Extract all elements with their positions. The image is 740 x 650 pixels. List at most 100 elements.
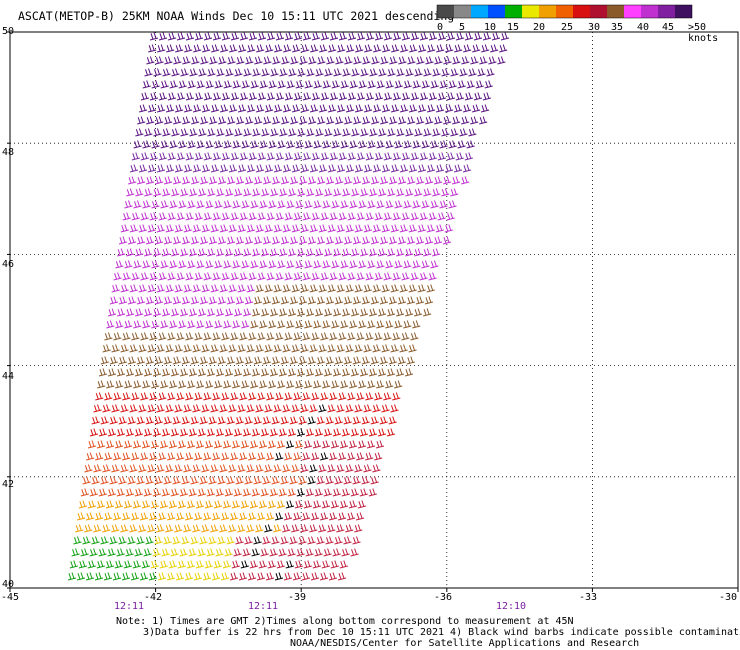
wind-barb [109, 416, 118, 425]
wind-barb [415, 236, 425, 245]
wind-barb [399, 224, 408, 233]
wind-barb [381, 104, 391, 113]
wind-barb [297, 188, 306, 197]
wind-barb [192, 344, 201, 353]
wind-barb [131, 332, 140, 341]
wind-barb [221, 392, 230, 401]
wind-barb [293, 452, 302, 461]
wind-barb [271, 416, 280, 425]
wind-barb [362, 56, 371, 65]
wind-barb [158, 92, 168, 101]
wind-barb [363, 104, 373, 113]
wind-barb [262, 176, 272, 185]
wind-barb [241, 260, 250, 269]
wind-barb [192, 104, 202, 113]
wind-barb [170, 548, 179, 557]
wind-barb [455, 92, 465, 101]
wind-barb [199, 416, 208, 425]
wind-barb [158, 332, 167, 341]
wind-barb [352, 236, 362, 245]
wind-barb [102, 524, 111, 533]
wind-barb [379, 296, 389, 305]
wind-barb [154, 476, 163, 485]
wind-barb [252, 68, 261, 77]
wind-barb [190, 356, 199, 365]
wind-barb [332, 428, 342, 437]
wind-barb [275, 152, 284, 161]
wind-barb [259, 380, 268, 389]
wind-barb [243, 128, 252, 137]
wind-barb [291, 524, 300, 533]
wind-barb [367, 80, 376, 89]
wind-barb [273, 104, 283, 113]
wind-barb [178, 260, 187, 269]
wind-barb [98, 368, 108, 377]
wind-barb [345, 284, 354, 293]
wind-barb [340, 140, 349, 149]
wind-barb [378, 188, 387, 197]
wind-barb [368, 428, 378, 437]
wind-barb [365, 452, 374, 461]
wind-barb [295, 380, 304, 389]
wind-barb [182, 56, 191, 65]
wind-barb [301, 512, 311, 521]
wind-barb [417, 224, 426, 233]
wind-barb [376, 140, 385, 149]
wind-barb [250, 80, 259, 89]
wind-barb [464, 152, 473, 161]
wind-barb [416, 116, 425, 125]
wind-barb [397, 176, 407, 185]
wind-barb [305, 548, 314, 557]
wind-barb [140, 272, 149, 281]
wind-barb [228, 524, 237, 533]
wind-barb [352, 356, 361, 365]
wind-barb [363, 164, 373, 173]
wind-barb [183, 164, 193, 173]
wind-barb [165, 524, 174, 533]
wind-barb [323, 308, 333, 317]
wind-barb [264, 464, 273, 473]
wind-barb [426, 284, 435, 293]
wind-barb [160, 380, 169, 389]
wind-barb [354, 524, 363, 533]
wind-barb [441, 188, 450, 197]
wind-barb [412, 320, 421, 329]
wind-barb [203, 32, 213, 41]
wind-barb [374, 392, 383, 401]
wind-barb [264, 104, 274, 113]
wind-barb [205, 80, 214, 89]
wind-barb [257, 152, 266, 161]
wind-barb [290, 116, 299, 125]
wind-barb [217, 536, 226, 545]
wind-barb [314, 428, 324, 437]
wind-barb [221, 32, 231, 41]
wind-barb [432, 68, 441, 77]
wind-barb [218, 56, 227, 65]
wind-barb [218, 116, 227, 125]
wind-barb [157, 572, 167, 581]
wind-barb [179, 368, 189, 377]
time-label-2: 12:11 [247, 601, 279, 612]
scale-swatch [522, 5, 539, 18]
wind-barb [381, 344, 390, 353]
wind-barb [246, 164, 256, 173]
wind-barb [484, 80, 493, 89]
wind-barb [196, 80, 205, 89]
wind-barb [252, 248, 261, 257]
wind-barb [462, 104, 472, 113]
wind-barb [291, 104, 301, 113]
wind-barb [127, 416, 136, 425]
wind-barb [89, 428, 99, 437]
wind-barb [120, 404, 129, 413]
wind-barb [239, 32, 249, 41]
wind-barb [206, 368, 216, 377]
wind-barb [187, 380, 196, 389]
wind-barb [190, 296, 200, 305]
wind-barb [296, 368, 306, 377]
wind-barb [385, 200, 394, 209]
wind-barb [87, 560, 96, 569]
wind-barb [160, 200, 169, 209]
wind-barb [131, 212, 140, 221]
wind-barb [178, 380, 187, 389]
wind-barb [316, 236, 326, 245]
